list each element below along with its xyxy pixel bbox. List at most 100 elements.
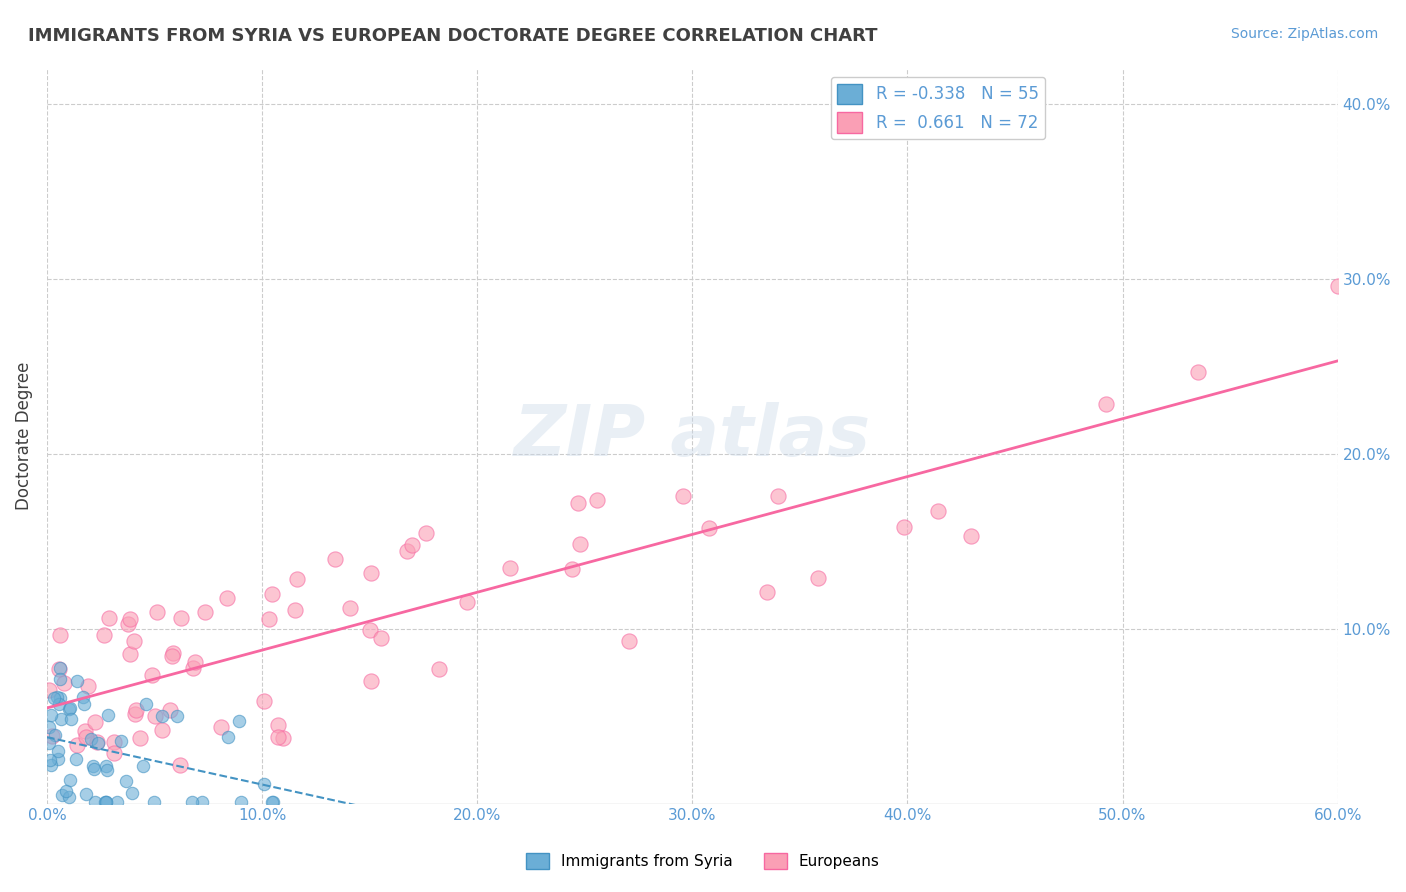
Point	[283, 603, 305, 617]
Point	[160, 649, 183, 664]
Point	[115, 773, 138, 788]
Point	[228, 714, 250, 729]
Point	[1187, 366, 1209, 380]
Point	[215, 591, 238, 606]
Point	[45, 690, 67, 705]
Point	[39, 707, 62, 722]
Y-axis label: Doctorate Degree: Doctorate Degree	[15, 362, 32, 510]
Point	[585, 493, 607, 508]
Point	[262, 795, 284, 809]
Point	[162, 646, 184, 660]
Point	[132, 759, 155, 773]
Point	[142, 795, 165, 809]
Point	[97, 611, 120, 625]
Point	[48, 697, 70, 711]
Point	[125, 703, 148, 717]
Point	[41, 729, 63, 743]
Point	[766, 489, 789, 503]
Point	[498, 561, 520, 575]
Point	[59, 712, 82, 726]
Point	[217, 730, 239, 744]
Point	[66, 738, 89, 752]
Legend: Immigrants from Syria, Europeans: Immigrants from Syria, Europeans	[520, 847, 886, 875]
Point	[181, 660, 204, 674]
Point	[117, 617, 139, 632]
Point	[46, 743, 69, 757]
Point	[83, 795, 105, 809]
Point	[150, 723, 173, 737]
Point	[83, 715, 105, 730]
Point	[1095, 397, 1118, 411]
Point	[893, 520, 915, 534]
Point	[38, 736, 60, 750]
Point	[96, 763, 118, 777]
Point	[59, 701, 82, 715]
Point	[72, 690, 94, 705]
Point	[58, 702, 80, 716]
Point	[427, 662, 450, 676]
Point	[52, 676, 75, 690]
Point	[253, 777, 276, 791]
Point	[360, 673, 382, 688]
Point	[209, 720, 232, 734]
Point	[143, 709, 166, 723]
Point	[77, 679, 100, 693]
Point	[94, 795, 117, 809]
Point	[46, 752, 69, 766]
Point	[262, 587, 284, 601]
Point	[359, 623, 381, 637]
Point	[87, 736, 110, 750]
Point	[1326, 279, 1348, 293]
Point	[271, 731, 294, 745]
Point	[184, 655, 207, 669]
Point	[266, 718, 288, 732]
Point	[124, 633, 146, 648]
Point	[94, 795, 117, 809]
Point	[169, 757, 191, 772]
Text: ZIP atlas: ZIP atlas	[513, 401, 870, 471]
Point	[121, 787, 143, 801]
Point	[285, 572, 308, 586]
Point	[48, 662, 70, 676]
Point	[96, 758, 118, 772]
Point	[191, 795, 214, 809]
Point	[395, 543, 418, 558]
Point	[83, 762, 105, 776]
Point	[94, 795, 117, 809]
Point	[75, 730, 97, 744]
Point	[456, 595, 478, 609]
Point	[567, 496, 589, 510]
Point	[42, 691, 65, 706]
Point	[194, 605, 217, 619]
Point	[93, 627, 115, 641]
Point	[253, 694, 276, 708]
Point	[927, 504, 949, 518]
Point	[166, 709, 188, 723]
Point	[73, 724, 96, 739]
Legend: R = -0.338   N = 55, R =  0.661   N = 72: R = -0.338 N = 55, R = 0.661 N = 72	[831, 77, 1045, 139]
Point	[59, 772, 82, 787]
Point	[561, 562, 583, 576]
Point	[617, 634, 640, 648]
Text: Source: ZipAtlas.com: Source: ZipAtlas.com	[1230, 27, 1378, 41]
Point	[97, 707, 120, 722]
Point	[49, 690, 72, 705]
Point	[39, 753, 62, 767]
Point	[568, 537, 591, 551]
Point	[129, 731, 152, 745]
Point	[170, 611, 193, 625]
Point	[181, 795, 204, 809]
Point	[110, 733, 132, 747]
Point	[66, 674, 89, 689]
Point	[267, 730, 290, 744]
Text: IMMIGRANTS FROM SYRIA VS EUROPEAN DOCTORATE DEGREE CORRELATION CHART: IMMIGRANTS FROM SYRIA VS EUROPEAN DOCTOR…	[28, 27, 877, 45]
Point	[51, 788, 73, 802]
Point	[755, 585, 778, 599]
Point	[75, 788, 97, 802]
Point	[141, 668, 163, 682]
Point	[807, 571, 830, 585]
Point	[697, 521, 720, 535]
Point	[360, 566, 382, 581]
Point	[323, 552, 346, 566]
Point	[49, 628, 72, 642]
